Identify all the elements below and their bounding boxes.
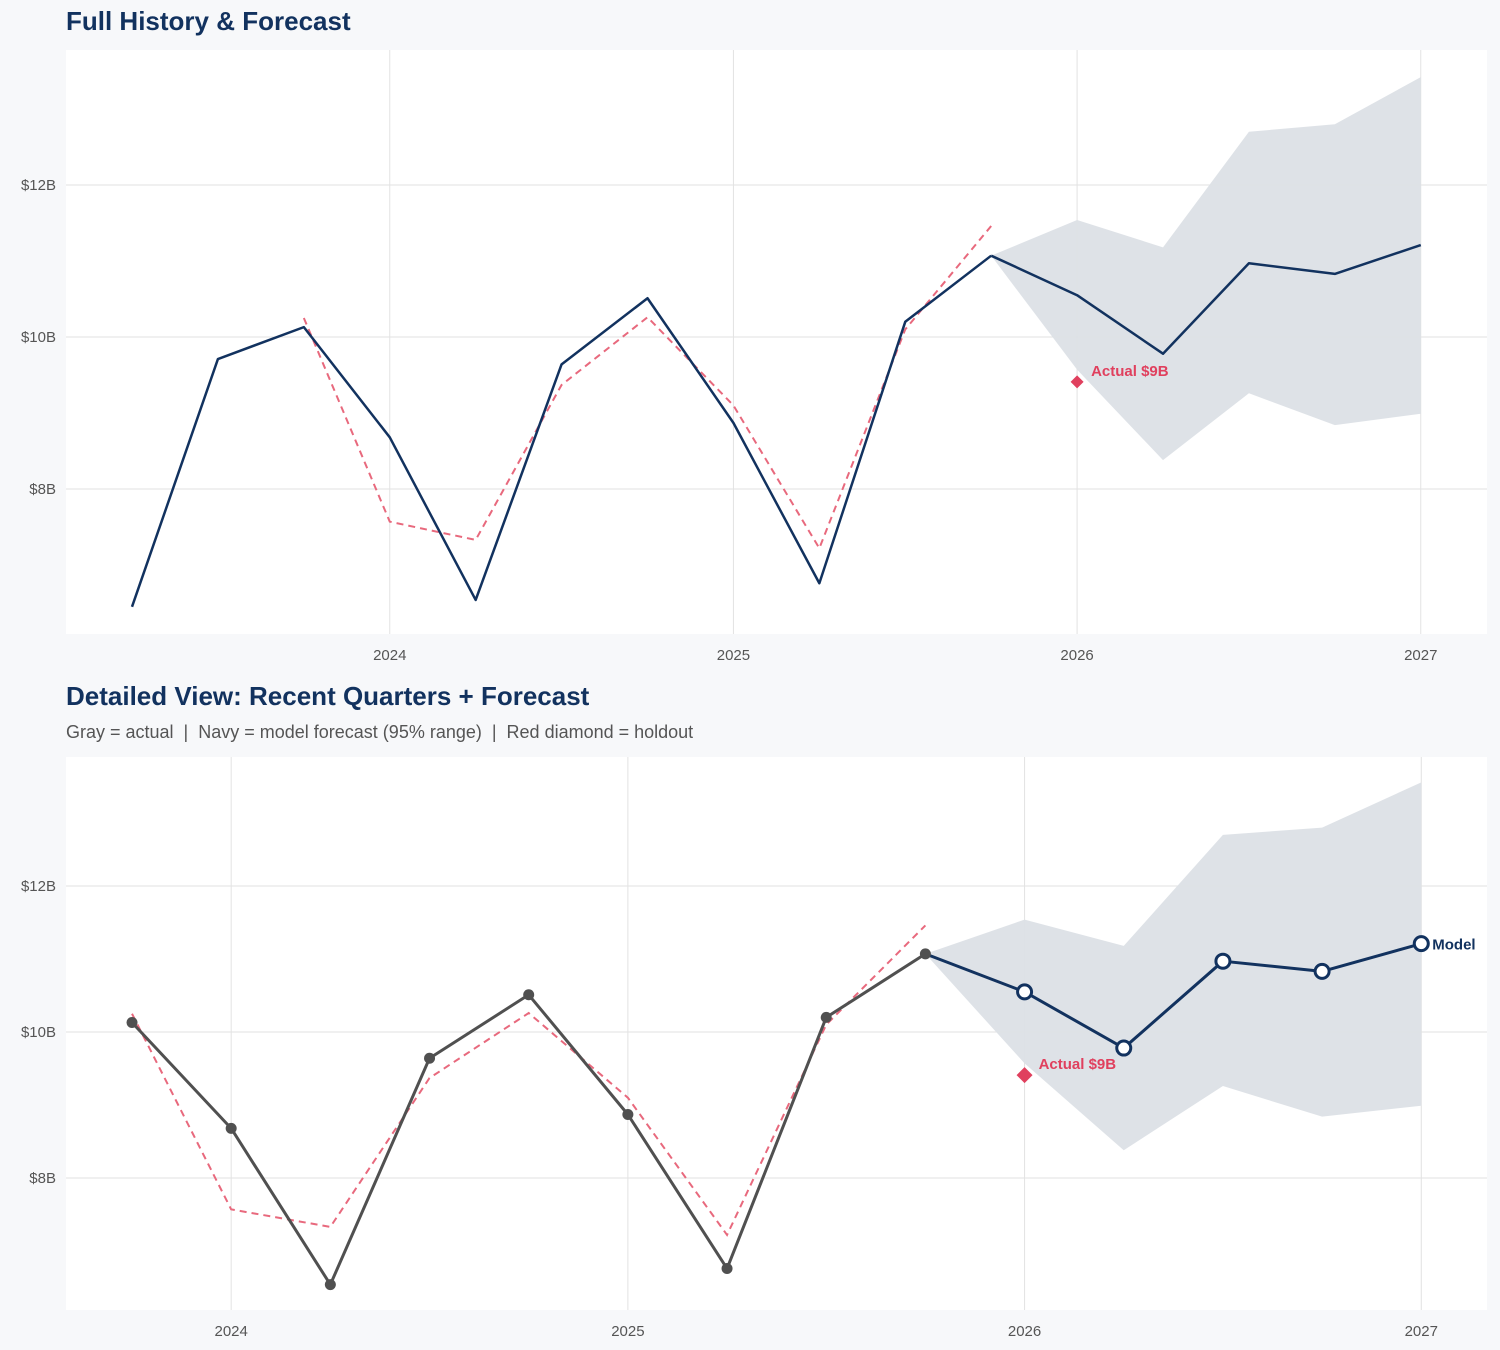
fitted-dashed-line [131, 924, 927, 1237]
y-tick-label: $8B [29, 481, 56, 498]
x-tick-label: 2027 [1405, 1323, 1438, 1340]
model-label: Model [1432, 937, 1475, 954]
chart-1: $8B $10B $12B 2024 2025 2026 2027 Model Actual $… [21, 757, 1487, 1340]
actual-point [523, 989, 535, 1001]
actual-point [622, 1108, 634, 1120]
actual-point [225, 1122, 237, 1134]
actual-point [820, 1011, 832, 1023]
forecast-point [1016, 983, 1034, 1001]
actual-point [126, 1017, 138, 1029]
chart-subtitle-bottom: Gray = actual | Navy = model forecast (9… [66, 722, 694, 742]
chart-0: $8B $10B $12B 2024 2025 2026 2027 Actual $9B [21, 50, 1487, 664]
actual-point [919, 948, 931, 960]
x-tick-label: 2024 [373, 647, 406, 664]
forecast-line [990, 243, 1422, 355]
x-tick-label: 2027 [1404, 647, 1437, 664]
y-tick-label: $12B [21, 177, 56, 194]
actual-point [324, 1279, 336, 1291]
holdout-label: Actual $9B [1039, 1056, 1117, 1073]
forecast-line [924, 942, 1422, 1050]
actual-point [424, 1052, 436, 1064]
y-tick-label: $10B [21, 329, 56, 346]
x-tick-label: 2024 [214, 1323, 247, 1340]
chart-title-top: Full History & Forecast [66, 6, 351, 36]
history-line [130, 254, 992, 608]
forecast-band [925, 782, 1422, 1151]
forecast-band [991, 77, 1421, 461]
holdout-diamond [1070, 375, 1084, 389]
y-tick-label: $10B [21, 1024, 56, 1041]
forecast-point [1115, 1039, 1133, 1057]
y-tick-label: $12B [21, 878, 56, 895]
forecast-point [1313, 962, 1331, 980]
x-tick-label: 2026 [1008, 1323, 1041, 1340]
forecast-point [1214, 952, 1232, 970]
y-tick-label: $8B [29, 1170, 56, 1187]
x-tick-label: 2026 [1060, 647, 1093, 664]
forecast-point [1412, 935, 1430, 953]
actual-point [721, 1263, 733, 1275]
x-tick-label: 2025 [611, 1323, 644, 1340]
chart-title-bottom: Detailed View: Recent Quarters + Forecas… [66, 681, 590, 711]
holdout-label: Actual $9B [1091, 363, 1169, 380]
x-tick-label: 2025 [717, 647, 750, 664]
holdout-diamond [1016, 1067, 1033, 1084]
